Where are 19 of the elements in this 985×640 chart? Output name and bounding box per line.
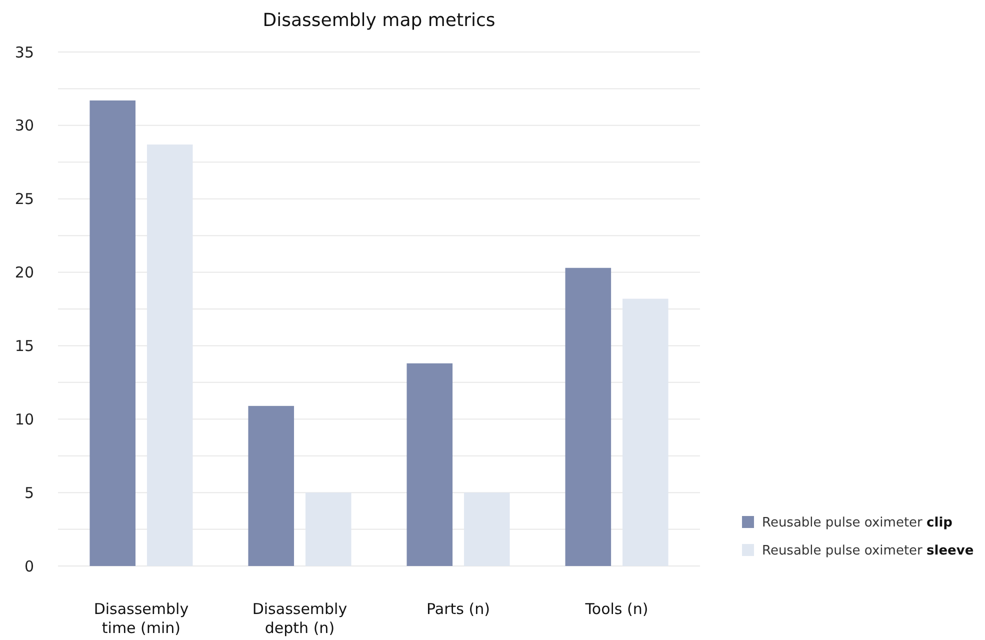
y-tick-label: 10	[14, 410, 34, 428]
bar	[90, 100, 136, 566]
y-tick-label: 35	[14, 43, 34, 62]
y-tick-label: 0	[24, 557, 34, 576]
legend-label: Reusable pulse oximeter sleeve	[762, 544, 974, 559]
bar	[248, 406, 294, 566]
bar	[565, 268, 612, 566]
x-tick-label: Disassembly time (min)	[94, 600, 189, 637]
bar	[406, 363, 453, 566]
y-tick-label: 20	[14, 264, 34, 282]
x-tick-label: Disassembly depth (n)	[252, 600, 348, 637]
y-tick-label: 5	[24, 484, 34, 502]
y-tick-label: 25	[14, 190, 34, 208]
y-tick-label: 30	[14, 116, 34, 135]
x-tick-label: Tools (n)	[584, 600, 648, 618]
legend-label: Reusable pulse oximeter clip	[762, 516, 952, 531]
chart-title: Disassembly map metrics	[262, 10, 496, 31]
x-tick-label: Parts (n)	[426, 600, 490, 618]
y-tick-label: 15	[14, 336, 34, 355]
